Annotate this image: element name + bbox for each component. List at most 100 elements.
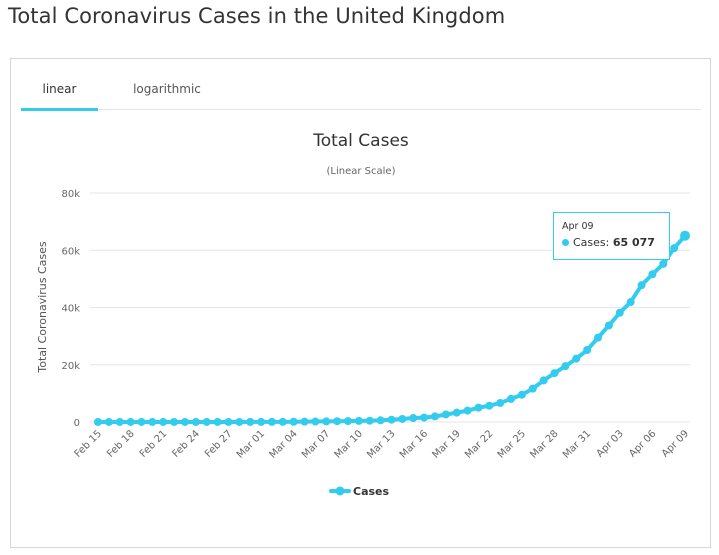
data-point[interactable] [202,417,211,426]
data-point[interactable] [604,321,613,330]
data-point[interactable] [463,406,472,415]
data-point[interactable] [496,398,505,407]
y-axis-title: Total Coronavirus Cases [36,241,49,374]
y-tick-label: 60k [61,246,80,257]
data-point[interactable] [398,414,407,423]
x-tick-label: Apr 03 [595,428,626,459]
data-point[interactable] [126,417,135,426]
data-point[interactable] [452,408,461,417]
y-tick-label: 0 [74,418,80,429]
page-title: Total Coronavirus Cases in the United Ki… [8,4,506,28]
data-point[interactable] [615,308,624,317]
x-tick-label: Apr 06 [627,428,658,459]
data-point[interactable] [267,417,276,426]
tooltip: Apr 09 Cases: 65 077 [553,212,670,260]
x-tick-label: Apr 09 [660,428,691,459]
data-point[interactable] [550,369,559,378]
data-point[interactable] [637,281,646,290]
x-tick-label: Mar 28 [528,428,560,460]
tooltip-value: 65 077 [612,236,655,249]
data-point[interactable] [572,354,581,363]
data-point[interactable] [180,417,189,426]
data-point[interactable] [311,417,320,426]
x-tick-label: Mar 13 [365,428,397,460]
data-point[interactable] [235,417,244,426]
data-point[interactable] [104,417,113,426]
tooltip-row: Cases: 65 077 [562,236,661,249]
x-tick-label: Mar 16 [398,428,430,460]
data-point[interactable] [213,417,222,426]
data-point[interactable] [594,333,603,342]
x-tick-label: Mar 22 [463,428,495,460]
data-point[interactable] [300,417,309,426]
data-point[interactable] [659,259,668,268]
data-point[interactable] [137,417,146,426]
tooltip-series-name: Cases [573,236,606,249]
scale-tabs: linear logarithmic [21,79,701,111]
y-tick-label: 20k [61,361,80,372]
data-point[interactable] [648,270,657,279]
data-point[interactable] [626,298,635,307]
data-point[interactable] [278,417,287,426]
x-tick-label: Mar 10 [333,428,365,460]
x-tick-label: Mar 31 [561,428,593,460]
tab-logarithmic-label: logarithmic [133,82,201,96]
x-tick-label: Feb 24 [170,428,202,460]
data-point[interactable] [670,244,679,253]
x-tick-label: Mar 07 [300,428,332,460]
data-point[interactable] [224,417,233,426]
data-point[interactable] [333,417,342,426]
data-point[interactable] [148,417,157,426]
data-point[interactable] [583,346,592,355]
y-tick-label: 80k [61,189,80,200]
data-point[interactable] [420,413,429,422]
tab-active-indicator [21,108,98,111]
data-point[interactable] [115,417,124,426]
data-point[interactable] [409,414,418,423]
data-point[interactable] [441,410,450,419]
y-axis-ticks: 0 20k 40k 60k 80k [61,189,80,429]
data-point[interactable] [539,376,548,385]
data-point[interactable] [289,417,298,426]
x-tick-label: Feb 15 [73,428,105,460]
chart-title: Total Cases [312,131,409,151]
data-point[interactable] [322,417,331,426]
data-point[interactable] [517,390,526,399]
chart-card: linear logarithmic [10,58,711,548]
data-point[interactable] [246,417,255,426]
data-point[interactable] [507,394,516,403]
x-tick-label: Feb 18 [105,428,137,460]
legend-label-cases[interactable]: Cases [353,485,390,498]
data-point[interactable] [365,416,374,425]
tooltip-series-dot [562,239,569,246]
tab-linear-label: linear [42,82,77,96]
legend: Cases [329,485,390,498]
data-point[interactable] [680,230,690,241]
x-tick-label: Mar 04 [267,428,299,460]
y-tick-label: 40k [61,304,80,315]
data-point[interactable] [485,401,494,410]
data-point[interactable] [474,403,483,412]
data-point[interactable] [430,412,439,421]
tab-logarithmic[interactable]: logarithmic [122,79,212,109]
legend-marker [335,486,345,496]
x-tick-label: Mar 19 [430,428,462,460]
tab-linear[interactable]: linear [21,79,98,111]
data-point[interactable] [191,417,200,426]
data-point[interactable] [170,417,179,426]
x-tick-label: Mar 25 [496,428,528,460]
data-point[interactable] [376,416,385,425]
tooltip-date: Apr 09 [562,221,594,232]
data-point[interactable] [528,384,537,393]
data-point[interactable] [387,415,396,424]
series-line [96,233,687,424]
data-point[interactable] [257,417,266,426]
data-point[interactable] [354,416,363,425]
data-point[interactable] [94,417,102,426]
data-point[interactable] [561,362,570,371]
data-point[interactable] [344,417,353,426]
x-tick-label: Feb 27 [203,428,235,460]
data-point[interactable] [159,417,168,426]
series-cases [94,230,690,426]
